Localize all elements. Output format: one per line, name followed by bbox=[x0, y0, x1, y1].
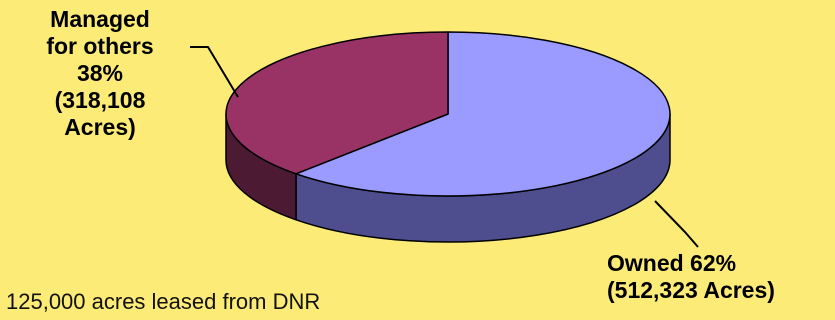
owned-label-line-1: Owned 62% bbox=[607, 250, 737, 276]
managed-slice bbox=[225, 31, 449, 175]
owned-slice bbox=[295, 31, 671, 197]
managed-slice-label: Managed for others 38% (318,108 Acres) bbox=[16, 6, 184, 141]
managed-label-line-4: (318,108 bbox=[54, 87, 146, 113]
managed-label-line-3: 38% bbox=[76, 60, 124, 86]
managed-leader-line bbox=[190, 46, 239, 98]
footnote: 125,000 acres leased from DNR bbox=[6, 289, 321, 314]
owned-label-line-2: (512,323 Acres) bbox=[607, 277, 775, 303]
managed-label-line-2: for others bbox=[46, 33, 154, 59]
managed-label-line-1: Managed bbox=[50, 6, 150, 32]
owned-slice-label: Owned 62% (512,323 Acres) bbox=[607, 250, 835, 304]
managed-label-line-5: Acres) bbox=[64, 114, 136, 140]
owned-leader-line bbox=[654, 200, 699, 248]
